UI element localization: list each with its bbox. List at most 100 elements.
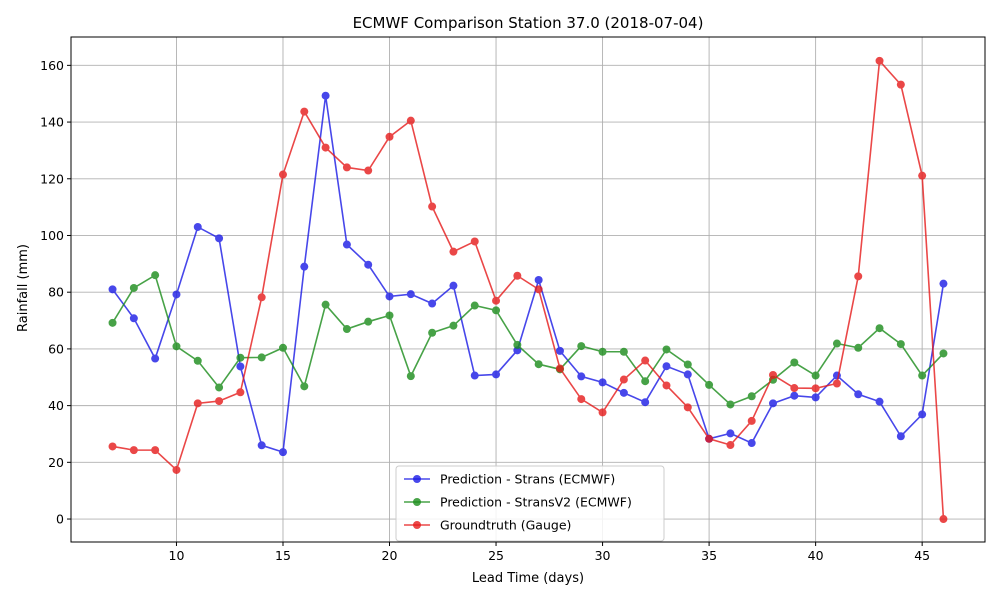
data-point bbox=[854, 343, 863, 352]
data-point bbox=[790, 384, 799, 393]
data-point bbox=[726, 441, 735, 450]
legend: Prediction - Strans (ECMWF) Prediction - … bbox=[395, 465, 665, 542]
data-point bbox=[108, 318, 117, 327]
data-point bbox=[598, 408, 607, 417]
data-point bbox=[747, 392, 756, 401]
data-point bbox=[215, 234, 224, 243]
data-point bbox=[811, 393, 820, 402]
data-point bbox=[918, 371, 927, 380]
data-point bbox=[619, 347, 628, 356]
data-point bbox=[662, 381, 671, 390]
data-point bbox=[470, 237, 479, 246]
data-point bbox=[300, 382, 309, 391]
y-tick-label: 120 bbox=[40, 171, 64, 186]
y-axis-label: Rainfall (mm) bbox=[16, 244, 31, 332]
data-point bbox=[172, 342, 181, 351]
y-tick-label: 20 bbox=[48, 455, 64, 470]
data-point bbox=[278, 170, 287, 179]
data-point bbox=[215, 397, 224, 406]
legend-label: Prediction - Strans (ECMWF) bbox=[440, 472, 615, 487]
data-point bbox=[278, 448, 287, 457]
data-point bbox=[832, 379, 841, 388]
data-point bbox=[918, 410, 927, 419]
data-point bbox=[321, 91, 330, 100]
series-3 bbox=[108, 56, 948, 524]
data-point bbox=[492, 296, 501, 305]
data-point bbox=[385, 292, 394, 301]
data-point bbox=[129, 314, 138, 323]
data-point bbox=[236, 353, 245, 362]
data-point bbox=[193, 399, 202, 408]
data-point bbox=[577, 342, 586, 351]
legend-box bbox=[395, 465, 665, 542]
series-line bbox=[111, 273, 945, 406]
data-point bbox=[385, 132, 394, 141]
y-tick-label: 60 bbox=[48, 341, 64, 356]
data-point bbox=[726, 429, 735, 438]
data-point bbox=[790, 391, 799, 400]
x-tick-label: 45 bbox=[914, 548, 930, 563]
data-point bbox=[705, 380, 714, 389]
x-tick-label: 25 bbox=[488, 548, 504, 563]
y-tick-label: 140 bbox=[40, 115, 64, 130]
data-point bbox=[683, 360, 692, 369]
data-point bbox=[449, 247, 458, 256]
data-point bbox=[534, 276, 543, 285]
data-point bbox=[428, 328, 437, 337]
data-point bbox=[534, 285, 543, 294]
data-point bbox=[364, 317, 373, 326]
data-point bbox=[513, 271, 522, 280]
data-point bbox=[151, 446, 160, 455]
data-point bbox=[364, 166, 373, 175]
data-point bbox=[236, 388, 245, 397]
data-point bbox=[769, 399, 778, 408]
data-point bbox=[151, 354, 160, 363]
data-point bbox=[342, 325, 351, 334]
data-point bbox=[619, 375, 628, 384]
data-point bbox=[662, 345, 671, 354]
data-point bbox=[385, 311, 394, 320]
data-point bbox=[769, 370, 778, 379]
x-tick-label: 35 bbox=[701, 548, 717, 563]
data-point bbox=[257, 353, 266, 362]
data-point bbox=[555, 364, 564, 373]
legend-item: Groundtruth (Gauge) bbox=[404, 518, 571, 533]
x-tick-label: 15 bbox=[275, 548, 291, 563]
data-point bbox=[534, 360, 543, 369]
data-point bbox=[428, 202, 437, 211]
data-point bbox=[811, 384, 820, 393]
data-point bbox=[236, 362, 245, 371]
x-tick-label: 30 bbox=[595, 548, 611, 563]
data-point bbox=[854, 390, 863, 399]
data-point bbox=[129, 446, 138, 455]
data-point bbox=[555, 346, 564, 355]
legend-marker bbox=[413, 521, 421, 529]
x-axis-label: Lead Time (days) bbox=[472, 571, 584, 586]
data-point bbox=[939, 515, 948, 524]
data-point bbox=[513, 340, 522, 349]
data-point bbox=[193, 356, 202, 365]
legend-label: Prediction - StransV2 (ECMWF) bbox=[440, 495, 632, 510]
legend-label: Groundtruth (Gauge) bbox=[440, 518, 571, 533]
data-point bbox=[492, 370, 501, 379]
chart-title: ECMWF Comparison Station 37.0 (2018-07-0… bbox=[353, 14, 704, 32]
data-point bbox=[875, 56, 884, 65]
legend-marker bbox=[413, 475, 421, 483]
data-point bbox=[747, 416, 756, 425]
data-point bbox=[364, 260, 373, 269]
data-point bbox=[342, 163, 351, 172]
data-point bbox=[598, 378, 607, 387]
data-point bbox=[470, 301, 479, 310]
data-point bbox=[428, 299, 437, 308]
y-tick-label: 80 bbox=[48, 285, 64, 300]
data-point bbox=[896, 432, 905, 441]
data-point bbox=[108, 285, 117, 294]
data-point bbox=[449, 321, 458, 330]
data-point bbox=[641, 356, 650, 365]
y-tick-label: 160 bbox=[40, 58, 64, 73]
data-point bbox=[811, 371, 820, 380]
data-point bbox=[577, 395, 586, 404]
data-point bbox=[342, 240, 351, 249]
